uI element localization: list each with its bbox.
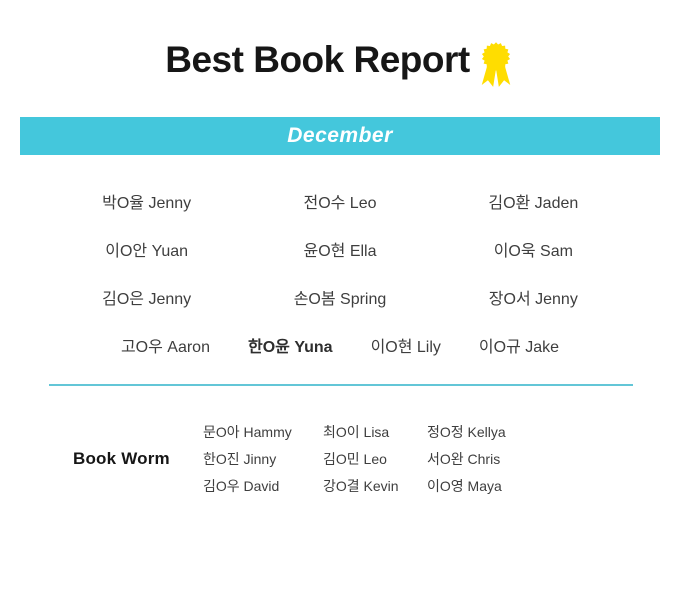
book-worm-section: Book Worm 문O아 Hammy 최O이 Lisa 정O정 Kellya … [0, 418, 680, 499]
winner-name: 손O봄 Spring [293, 291, 387, 308]
section-divider [49, 384, 633, 386]
winner-name: 고O우 Aaron [120, 339, 210, 356]
best-book-report-poster: Best Book Report December 박O율 Jenny 전O수 … [0, 40, 680, 597]
medal-icon [481, 42, 510, 87]
book-worm-label: Book Worm [73, 448, 170, 468]
winner-name: 한O윤 Yuna [247, 339, 333, 356]
book-worm-name: 서O완 Chris [427, 450, 501, 467]
winner-name: 장O서 Jenny [488, 291, 578, 308]
page-header: Best Book Report [0, 40, 680, 92]
winner-name: 박O율 Jenny [102, 195, 192, 212]
winner-name: 이O안 Yuan [105, 243, 189, 260]
winners-row: 김O은 Jenny 손O봄 Spring 장O서 Jenny [50, 273, 630, 321]
page-title: Best Book Report [165, 39, 470, 80]
book-worm-name: 강O결 Kevin [323, 477, 399, 494]
winner-name: 전O수 Leo [303, 195, 377, 212]
winners-list: 박O율 Jenny 전O수 Leo 김O환 Jaden 이O안 Yuan 윤O현… [50, 177, 630, 369]
book-worm-name: 한O진 Jinny [203, 450, 277, 467]
winner-name: 이O욱 Sam [493, 243, 573, 260]
medal-ribbon-left [481, 65, 496, 87]
winners-row: 고O우 Aaron 한O윤 Yuna 이O현 Lily 이O규 Jake [50, 321, 630, 369]
medal-rosette [481, 42, 510, 71]
winner-name: 이O규 Jake [478, 339, 560, 356]
month-banner: December [20, 117, 660, 155]
winner-name: 윤O현 Ella [303, 243, 377, 260]
winners-row: 박O율 Jenny 전O수 Leo 김O환 Jaden [50, 177, 630, 225]
book-worm-list: 문O아 Hammy 최O이 Lisa 정O정 Kellya 한O진 Jinny … [203, 418, 506, 499]
winners-row: 이O안 Yuan 윤O현 Ella 이O욱 Sam [50, 225, 630, 273]
book-worm-name: 김O우 David [203, 477, 280, 494]
book-worm-name: 정O정 Kellya [427, 423, 506, 440]
medal-ribbon-right [495, 65, 510, 87]
book-worm-name: 최O이 Lisa [323, 423, 390, 440]
book-worm-name: 이O영 Maya [427, 477, 502, 494]
book-worm-name: 김O민 Leo [323, 450, 387, 467]
month-label: December [287, 124, 393, 147]
winner-name: 김O환 Jaden [488, 195, 579, 212]
winner-name: 김O은 Jenny [102, 291, 192, 308]
book-worm-name: 문O아 Hammy [203, 423, 292, 440]
winner-name: 이O현 Lily [370, 339, 441, 356]
